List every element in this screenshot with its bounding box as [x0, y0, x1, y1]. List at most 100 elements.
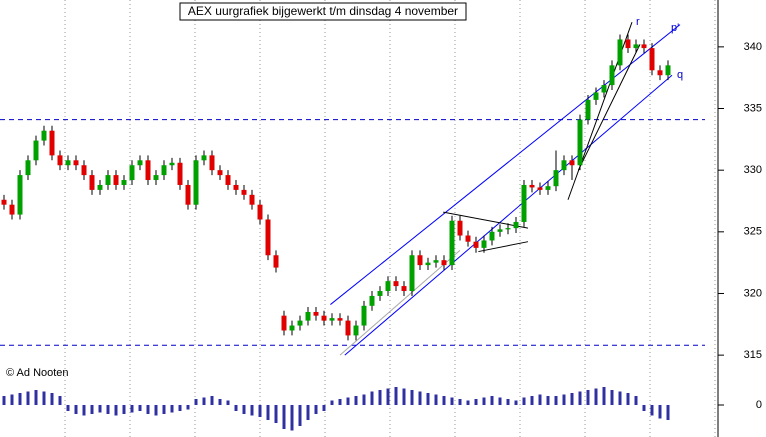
y-tick-label: 325 [744, 226, 762, 238]
candle-body [65, 160, 71, 166]
indicator-bar [538, 394, 542, 405]
indicator-bar [130, 405, 134, 413]
indicator-bar [314, 405, 318, 414]
candle-body [297, 320, 303, 326]
candle-body [129, 165, 135, 181]
credit: © Ad Nooten [6, 367, 69, 379]
indicator-bar [338, 399, 342, 405]
indicator-bar [210, 396, 214, 405]
y-tick-label: 340 [744, 41, 762, 53]
candle-body [105, 175, 111, 185]
indicator-bar [162, 405, 166, 414]
indicator-bar [602, 387, 606, 405]
candle-body [137, 160, 143, 166]
indicator-bar [226, 400, 230, 405]
indicator-bar [330, 400, 334, 405]
indicator-bar [266, 405, 270, 420]
candle-body [241, 189, 247, 195]
candle-body [473, 241, 479, 248]
candle-body [185, 184, 191, 205]
indicator-bar [170, 405, 174, 413]
candle-body [409, 255, 415, 292]
indicator-bar [274, 405, 278, 423]
candle-body [401, 286, 407, 292]
indicator-bar [474, 399, 478, 405]
candle-body [153, 175, 159, 181]
candle-body [345, 320, 351, 336]
y-tick-label: 320 [744, 287, 762, 299]
trend-line [344, 74, 673, 356]
candle-body [577, 119, 583, 166]
indicator-bar [258, 405, 262, 417]
candle-body [433, 260, 439, 263]
candle-body [289, 325, 295, 331]
indicator-bar [322, 405, 326, 411]
candle-body [657, 70, 663, 76]
candle-body [585, 99, 591, 120]
candle-body [593, 92, 599, 100]
indicator-bar [146, 405, 150, 414]
candle-body [201, 155, 207, 161]
y-tick-label: 335 [744, 102, 762, 114]
indicator-bar [586, 390, 590, 405]
indicator-bar [562, 394, 566, 405]
y-tick-label: 315 [744, 349, 762, 361]
indicator-bar [194, 399, 198, 405]
indicator-bar [242, 405, 246, 414]
candle-body [633, 44, 639, 49]
candle-body [273, 255, 279, 268]
indicator-bar [10, 394, 14, 405]
candle-body [233, 184, 239, 190]
indicator-bar [442, 396, 446, 405]
indicator-bar [154, 405, 158, 416]
indicator-bar [282, 405, 286, 429]
candle-body [449, 220, 455, 266]
candle-body [617, 39, 623, 66]
indicator-bar [218, 399, 222, 405]
trend-line [330, 24, 681, 305]
indicator-bar [394, 387, 398, 405]
candle-body [545, 186, 551, 190]
candle-body [481, 240, 487, 248]
candle-body [465, 235, 471, 242]
candle-body [489, 231, 495, 241]
indicator-bar [354, 396, 358, 405]
candle-body [521, 184, 527, 222]
candle-body [97, 184, 103, 190]
candle-body [353, 325, 359, 336]
indicator-bar [234, 405, 238, 411]
candle-body [9, 204, 15, 215]
candle-body [569, 160, 575, 166]
indicator-bar [650, 405, 654, 416]
candle-body [641, 44, 647, 49]
indicator-bar [426, 393, 430, 405]
candle-body [537, 187, 543, 190]
indicator-bar [618, 391, 622, 405]
annotation: q [677, 69, 683, 81]
candle-body [553, 170, 559, 187]
candle-body [601, 85, 607, 93]
candle-body [49, 130, 55, 156]
trend-line [577, 44, 641, 171]
indicator-bar [370, 391, 374, 405]
indicator-bar [434, 394, 438, 405]
candle-body [145, 160, 151, 181]
candle-body [369, 295, 375, 306]
candle-body [457, 220, 463, 236]
indicator-bar [610, 390, 614, 405]
candle-body [425, 262, 431, 266]
indicator-bar [410, 390, 414, 405]
indicator-bar [578, 391, 582, 405]
candle-body [177, 162, 183, 185]
candle-body [1, 199, 7, 205]
candle-body [113, 175, 119, 185]
indicator-bar [18, 393, 22, 405]
candle-body [321, 315, 327, 321]
candle-body [257, 204, 263, 220]
indicator-bar [634, 396, 638, 405]
indicator-bar [90, 405, 94, 414]
candle-body [89, 175, 95, 190]
candle-body [225, 175, 231, 185]
candle-body [121, 180, 127, 185]
